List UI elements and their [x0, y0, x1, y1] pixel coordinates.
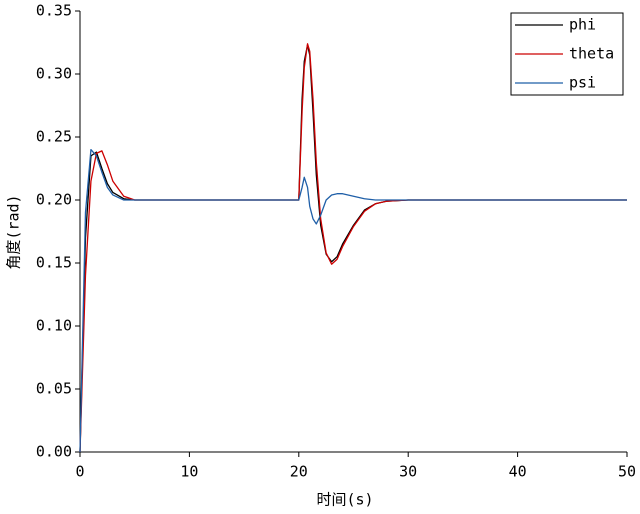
y-axis-label: 角度(rad) [5, 194, 23, 269]
y-tick-label: 0.05 [36, 380, 72, 398]
legend-label: psi [569, 74, 596, 92]
x-tick-label: 20 [290, 463, 308, 481]
y-tick-label: 0.20 [36, 191, 72, 209]
x-tick-label: 40 [509, 463, 527, 481]
series-line [79, 43, 627, 453]
y-tick-label: 0.15 [36, 254, 72, 272]
series-line [79, 148, 627, 453]
y-tick-label: 0.00 [36, 443, 72, 461]
x-tick-label: 10 [180, 463, 198, 481]
y-tick-label: 0.10 [36, 317, 72, 335]
x-axis-label: 时间(s) [316, 491, 373, 509]
series-line [79, 44, 627, 453]
y-tick-label: 0.35 [36, 2, 72, 20]
y-tick-label: 0.25 [36, 128, 72, 146]
x-tick-label: 0 [75, 463, 84, 481]
x-tick-label: 50 [618, 463, 636, 481]
legend-label: theta [569, 45, 614, 63]
x-tick-label: 30 [399, 463, 417, 481]
y-tick-label: 0.30 [36, 65, 72, 83]
legend-label: phi [569, 16, 596, 34]
